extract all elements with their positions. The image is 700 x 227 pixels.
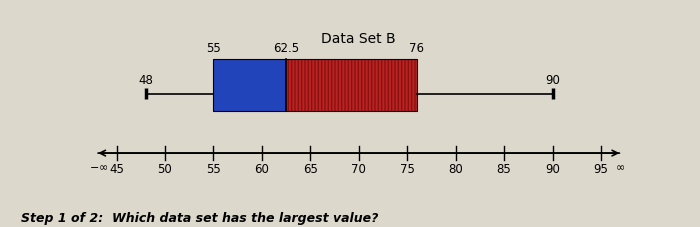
- Bar: [214, 59, 417, 111]
- Text: 90: 90: [545, 74, 560, 87]
- Text: 70: 70: [351, 163, 366, 176]
- Text: 95: 95: [594, 163, 608, 176]
- Text: 55: 55: [206, 163, 220, 176]
- Bar: [214, 59, 286, 111]
- Text: 60: 60: [254, 163, 270, 176]
- Text: 45: 45: [109, 163, 124, 176]
- Bar: [286, 59, 417, 111]
- Text: 48: 48: [138, 74, 153, 87]
- Bar: [286, 59, 417, 111]
- Text: 55: 55: [206, 42, 220, 55]
- Text: 62.5: 62.5: [273, 42, 299, 55]
- Text: 75: 75: [400, 163, 414, 176]
- Text: $\infty$: $\infty$: [615, 163, 625, 173]
- Text: $-\infty$: $-\infty$: [90, 163, 108, 173]
- Text: Step 1 of 2:  Which data set has the largest value?: Step 1 of 2: Which data set has the larg…: [21, 212, 379, 225]
- Text: 76: 76: [410, 42, 424, 55]
- Text: Data Set B: Data Set B: [321, 32, 396, 47]
- Text: 80: 80: [448, 163, 463, 176]
- Text: 90: 90: [545, 163, 560, 176]
- Text: 50: 50: [158, 163, 172, 176]
- Text: 85: 85: [497, 163, 512, 176]
- Text: 65: 65: [303, 163, 318, 176]
